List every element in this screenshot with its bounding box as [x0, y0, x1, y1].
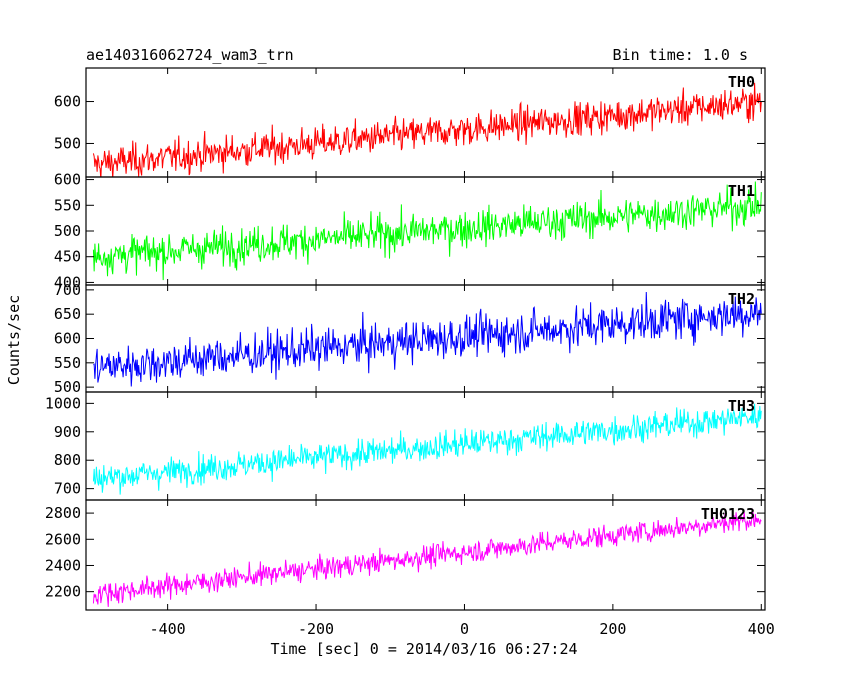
y-tick-label: 2600: [45, 530, 81, 548]
y-tick-label: 550: [54, 354, 81, 372]
panel-frame: [85, 499, 766, 611]
panel-label-th1: TH1: [728, 182, 755, 200]
series-line-th3: [92, 403, 762, 495]
series-line-th2: [93, 292, 762, 387]
x-tick-label: 400: [748, 620, 775, 638]
y-tick-label: 600: [54, 171, 81, 189]
y-tick-label: 650: [54, 305, 81, 323]
series-line-th1: [92, 181, 762, 281]
y-tick-label: 550: [54, 196, 81, 214]
y-tick-label: 2400: [45, 556, 81, 574]
y-tick-label: 1000: [45, 394, 81, 412]
x-tick-label: -200: [298, 620, 334, 638]
y-tick-label: 600: [54, 93, 81, 111]
panel-label-th2: TH2: [728, 290, 755, 308]
chart-title: ae140316062724_wam3_trn: [86, 46, 294, 64]
x-tick-label: 0: [460, 620, 469, 638]
panel-label-th0123: TH0123: [701, 505, 755, 523]
y-tick-label: 600: [54, 330, 81, 348]
bin-time-label: Bin time: 1.0 s: [613, 46, 748, 64]
y-tick-label: 700: [54, 480, 81, 498]
y-tick-label: 700: [54, 281, 81, 299]
y-tick-label: 900: [54, 423, 81, 441]
y-tick-label: 400: [54, 273, 81, 291]
y-tick-label: 450: [54, 248, 81, 266]
panel-th0: 500 600 TH0: [54, 67, 766, 178]
series-line-th0123: [92, 508, 762, 607]
y-axis-label: Counts/sec: [5, 295, 23, 385]
y-tick-label: 2200: [45, 583, 81, 601]
y-tick-label: 500: [54, 222, 81, 240]
panel-label-th3: TH3: [728, 397, 755, 415]
y-tick-label: 500: [54, 378, 81, 396]
series-line-th0: [92, 82, 762, 177]
y-tick-label: 800: [54, 451, 81, 469]
panel-th2: 500 550 600 650 700 TH2: [54, 281, 766, 396]
y-tick-label: 2800: [45, 504, 81, 522]
x-tick-label: -400: [150, 620, 186, 638]
panel-th3: 700 800 900 1000 TH3: [45, 391, 766, 501]
panel-label-th0: TH0: [728, 73, 755, 91]
y-tick-label: 500: [54, 134, 81, 152]
x-axis-label: Time [sec] 0 = 2014/03/16 06:27:24: [270, 640, 577, 658]
panel-th0123: 2200 2400 2600 2800 TH0123: [45, 499, 766, 611]
panels-group: 500 600 TH0 400 450 500 550 600 TH1 500 550 600 650 7…: [45, 67, 775, 638]
panel-th1: 400 450 500 550 600 TH1: [54, 171, 766, 291]
x-tick-label: 200: [599, 620, 626, 638]
